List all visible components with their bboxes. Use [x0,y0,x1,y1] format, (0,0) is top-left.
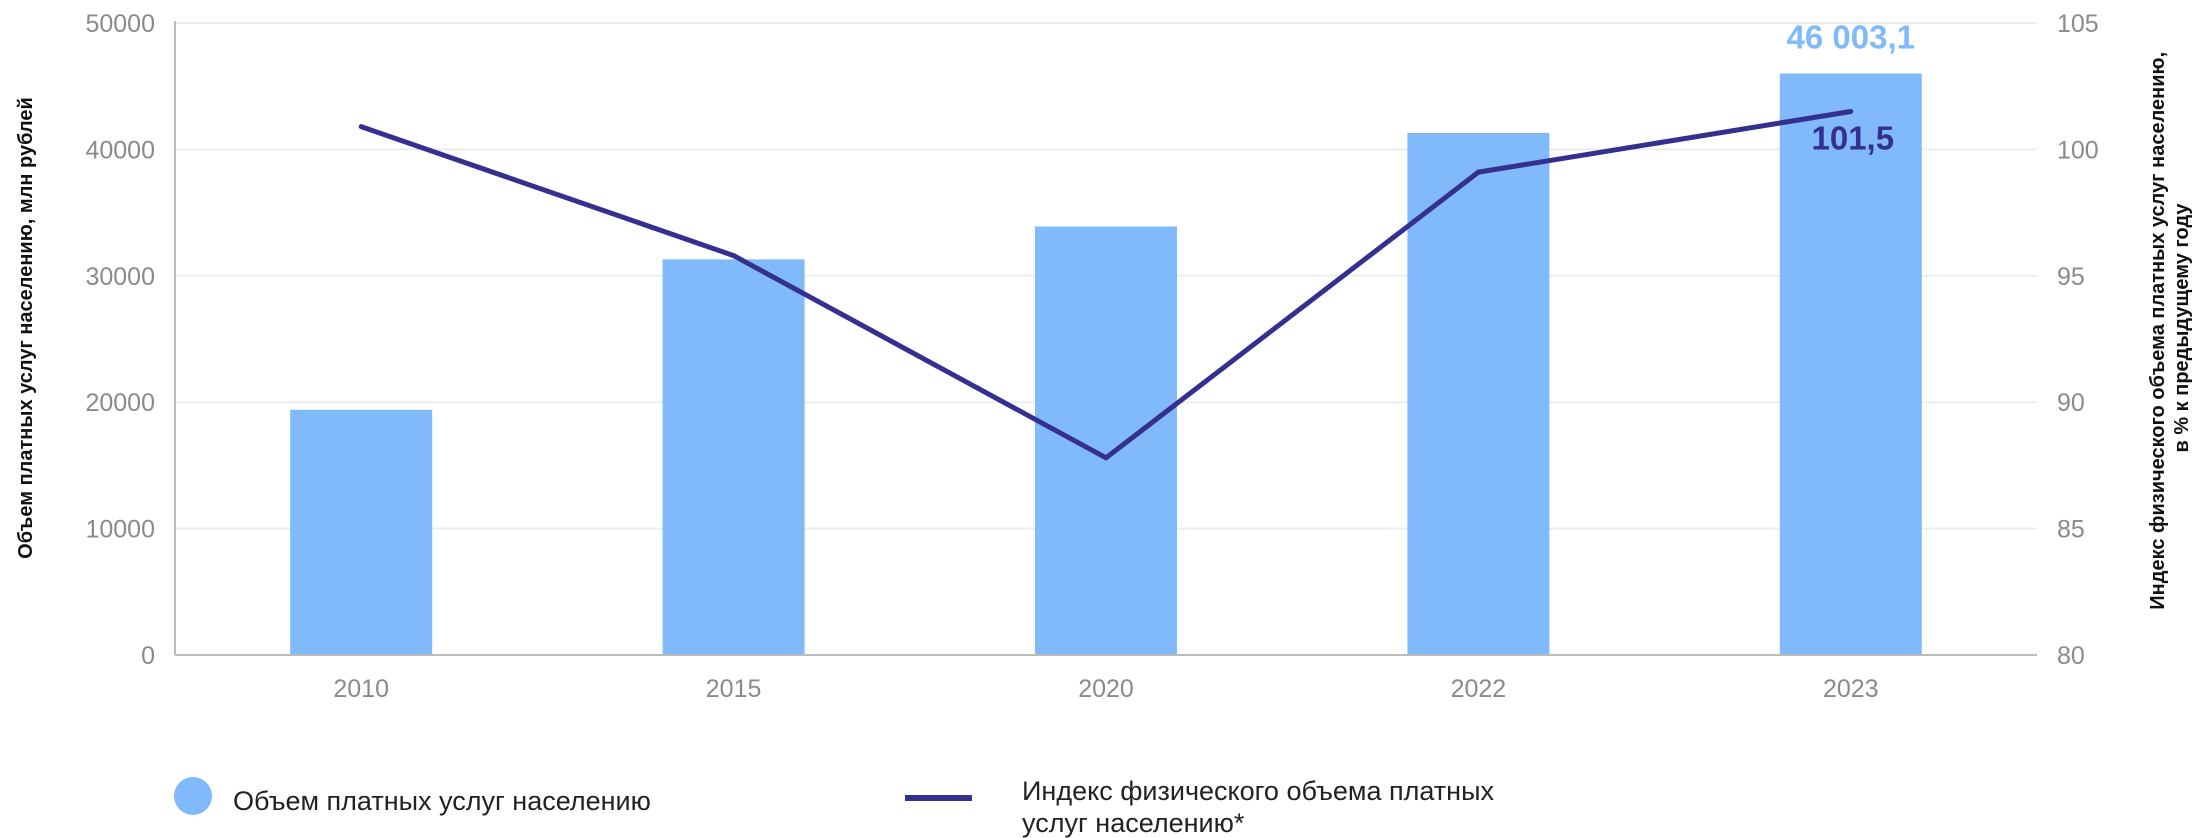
bar-2010 [290,409,433,655]
y2-tick-label: 95 [2057,263,2085,291]
bar-2023 [1779,73,1922,655]
bar-series [290,73,1922,655]
y-tick-label: 40000 [85,136,155,164]
legend-line-label: Индекс физического объема платных услуг … [1022,776,1502,838]
bar-2020 [1035,226,1177,655]
line-point-2023 [1848,108,1854,114]
tick-labels: 0 10000 20000 30000 40000 50000 80 85 90 95 100 105… [85,10,2098,703]
y-axis-title: Объем платных услуг населению, млн рубле… [15,97,37,559]
y2-axis-title-line-2: в % к предыдущему году [2171,203,2193,453]
bar-value-label-2023: 46 003,1 [1787,19,1915,56]
y2-tick-label: 105 [2057,10,2099,38]
legend-line-label-line-1: Индекс физического объема платных [1022,776,1494,806]
x-tick-label: 2015 [706,675,762,703]
legend-line-label-line-2: услуг населению* [1022,808,1245,838]
y-tick-label: 30000 [85,263,155,291]
y-tick-label: 0 [141,642,155,670]
line-point-2022 [1475,169,1481,175]
x-tick-label: 2010 [333,675,389,703]
x-tick-label: 2022 [1451,675,1507,703]
legend-bar-swatch [174,777,212,815]
x-tick-label: 2020 [1078,675,1134,703]
legend-bar-label: Объем платных услуг населению [233,786,651,816]
line-value-label-2023: 101,5 [1812,119,1895,156]
line-point-2015 [731,253,737,259]
line-series [358,108,1854,461]
y-tick-label: 50000 [85,10,155,38]
line-point-2020 [1103,455,1109,461]
legend: Объем платных услуг населению Индекс физ… [174,776,1502,838]
y2-tick-label: 90 [2057,389,2085,417]
y2-axis-title: Индекс физического объема платных услуг … [2147,46,2193,609]
y-tick-label: 20000 [85,389,155,417]
y2-tick-label: 85 [2057,516,2085,544]
y2-tick-label: 100 [2057,136,2099,164]
y2-tick-label: 80 [2057,642,2085,670]
axes [174,21,2037,656]
y2-axis-title-line-1: Индекс физического объема платных услуг … [2147,52,2169,610]
bar-2022 [1407,132,1550,655]
line-point-2010 [358,124,364,130]
y-tick-label: 10000 [85,516,155,544]
bar-2015 [662,259,805,655]
x-tick-label: 2023 [1823,675,1879,703]
